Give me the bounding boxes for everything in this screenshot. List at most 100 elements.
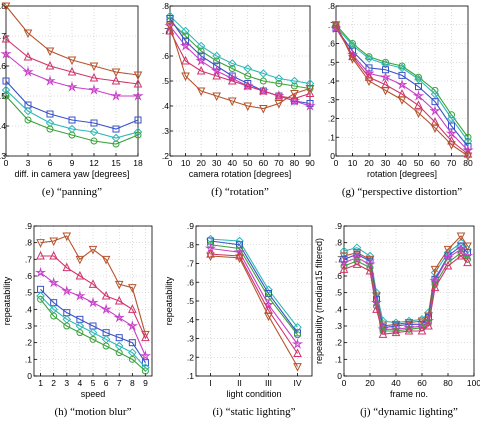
x-axis-label: rotation [degrees]	[367, 169, 437, 179]
y-tick-label: .6	[0, 61, 6, 71]
y-tick-label: 0	[27, 371, 32, 381]
y-tick-label: .3	[187, 334, 194, 344]
x-tick-label: III	[265, 378, 272, 388]
data-point	[455, 243, 467, 255]
x-axis-label: diff. in camera yaw [degrees]	[15, 169, 130, 179]
y-tick-label: .7	[162, 26, 169, 36]
data-point	[102, 342, 110, 350]
y-axis-label: repeatability (median15 filtered)	[314, 238, 324, 364]
x-tick-label: 40	[397, 158, 407, 168]
data-point	[181, 26, 190, 36]
y-tick-label: .8	[328, 1, 335, 11]
data-point	[2, 92, 10, 100]
data-point	[290, 76, 299, 86]
data-point	[113, 311, 125, 323]
series-line	[5, 95, 139, 145]
data-point	[447, 141, 456, 150]
series-line	[169, 20, 311, 90]
x-axis-label: light condition	[226, 389, 281, 399]
data-point	[126, 320, 138, 331]
data-point	[141, 367, 149, 375]
data-point	[456, 232, 466, 242]
data-point	[212, 70, 221, 80]
data-series	[165, 11, 315, 88]
data-point	[274, 74, 284, 83]
data-point	[48, 276, 60, 288]
data-series	[331, 21, 473, 162]
data-point	[114, 280, 124, 290]
data-point	[0, 48, 12, 59]
x-tick-label: 10	[181, 158, 191, 168]
data-point	[61, 285, 73, 296]
data-point	[68, 131, 76, 139]
series-line	[5, 53, 138, 97]
data-point	[66, 81, 78, 92]
y-tick-label: .7	[328, 20, 335, 30]
data-point	[243, 102, 253, 112]
data-point	[37, 295, 45, 303]
y-tick-label: .4	[328, 76, 335, 86]
data-point	[431, 86, 439, 94]
y-tick-label: .1	[335, 354, 342, 364]
y-tick-label: .5	[335, 288, 342, 298]
data-point	[36, 239, 45, 248]
data-point	[396, 78, 408, 90]
data-point	[212, 51, 221, 61]
data-point	[429, 105, 441, 116]
y-tick-label: .1	[328, 132, 335, 142]
y-tick-label: .2	[328, 114, 335, 124]
x-axis-label: camera rotation [degrees]	[189, 169, 292, 179]
data-point	[456, 250, 466, 260]
data-point	[134, 131, 142, 139]
y-tick-label: 0	[337, 371, 342, 381]
series-line	[210, 255, 298, 367]
data-point	[463, 257, 472, 267]
data-point	[338, 256, 350, 268]
data-point	[89, 62, 99, 72]
y-tick-label: .8	[187, 240, 194, 250]
data-point	[67, 124, 77, 134]
data-point	[45, 118, 55, 128]
x-tick-label: 80	[443, 378, 453, 388]
data-point	[443, 245, 453, 255]
data-point	[110, 90, 122, 101]
data-point	[101, 255, 111, 265]
data-point	[75, 255, 85, 265]
series-line	[210, 253, 298, 354]
x-tick-label: 80	[463, 158, 473, 168]
data-series	[339, 250, 472, 338]
data-point	[88, 84, 100, 95]
data-series	[36, 250, 150, 342]
data-point	[293, 348, 302, 357]
x-tick-label: 90	[305, 158, 315, 168]
data-point	[128, 304, 137, 313]
series-line	[5, 38, 139, 85]
data-point	[365, 265, 375, 275]
data-series	[1, 2, 143, 81]
y-axis-label: repeatability	[2, 276, 12, 325]
data-point	[1, 33, 11, 43]
x-tick-label: II	[237, 378, 242, 388]
data-point	[243, 64, 253, 73]
data-point	[46, 110, 54, 118]
data-point	[115, 334, 123, 342]
data-point	[363, 67, 375, 79]
data-point	[62, 262, 72, 272]
data-point	[90, 137, 98, 145]
series-line	[335, 24, 469, 138]
data-point	[68, 116, 76, 124]
data-point	[89, 335, 97, 343]
data-point	[22, 66, 34, 77]
series-line	[169, 25, 311, 110]
data-point	[414, 100, 423, 109]
data-point	[351, 251, 363, 263]
x-tick-label: 60	[417, 378, 427, 388]
data-series	[165, 25, 315, 102]
data-point	[197, 52, 205, 60]
data-point	[349, 40, 356, 47]
series-line	[210, 244, 298, 336]
y-tick-label: .6	[162, 51, 169, 61]
data-point	[139, 350, 152, 361]
